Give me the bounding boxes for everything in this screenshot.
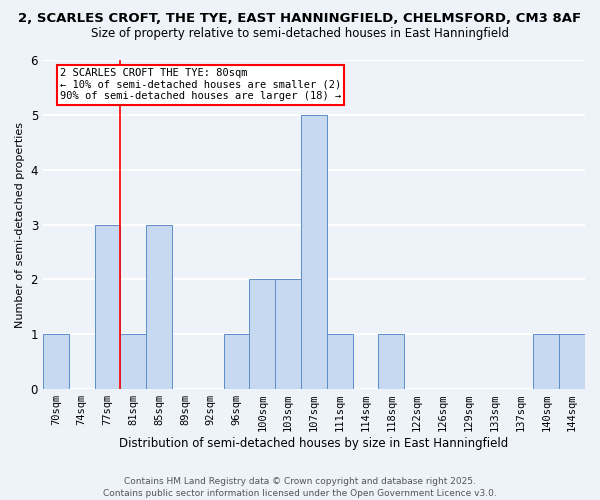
Bar — [250, 280, 275, 389]
Bar — [379, 334, 404, 389]
Bar — [95, 224, 121, 389]
Bar — [327, 334, 353, 389]
X-axis label: Distribution of semi-detached houses by size in East Hanningfield: Distribution of semi-detached houses by … — [119, 437, 509, 450]
Bar — [146, 224, 172, 389]
Bar — [121, 334, 146, 389]
Bar — [559, 334, 585, 389]
Bar — [275, 280, 301, 389]
Y-axis label: Number of semi-detached properties: Number of semi-detached properties — [15, 122, 25, 328]
Text: Contains HM Land Registry data © Crown copyright and database right 2025.
Contai: Contains HM Land Registry data © Crown c… — [103, 476, 497, 498]
Bar — [43, 334, 69, 389]
Bar — [301, 115, 327, 389]
Text: 2 SCARLES CROFT THE TYE: 80sqm
← 10% of semi-detached houses are smaller (2)
90%: 2 SCARLES CROFT THE TYE: 80sqm ← 10% of … — [59, 68, 341, 102]
Bar — [533, 334, 559, 389]
Bar — [224, 334, 250, 389]
Text: 2, SCARLES CROFT, THE TYE, EAST HANNINGFIELD, CHELMSFORD, CM3 8AF: 2, SCARLES CROFT, THE TYE, EAST HANNINGF… — [19, 12, 581, 26]
Text: Size of property relative to semi-detached houses in East Hanningfield: Size of property relative to semi-detach… — [91, 28, 509, 40]
